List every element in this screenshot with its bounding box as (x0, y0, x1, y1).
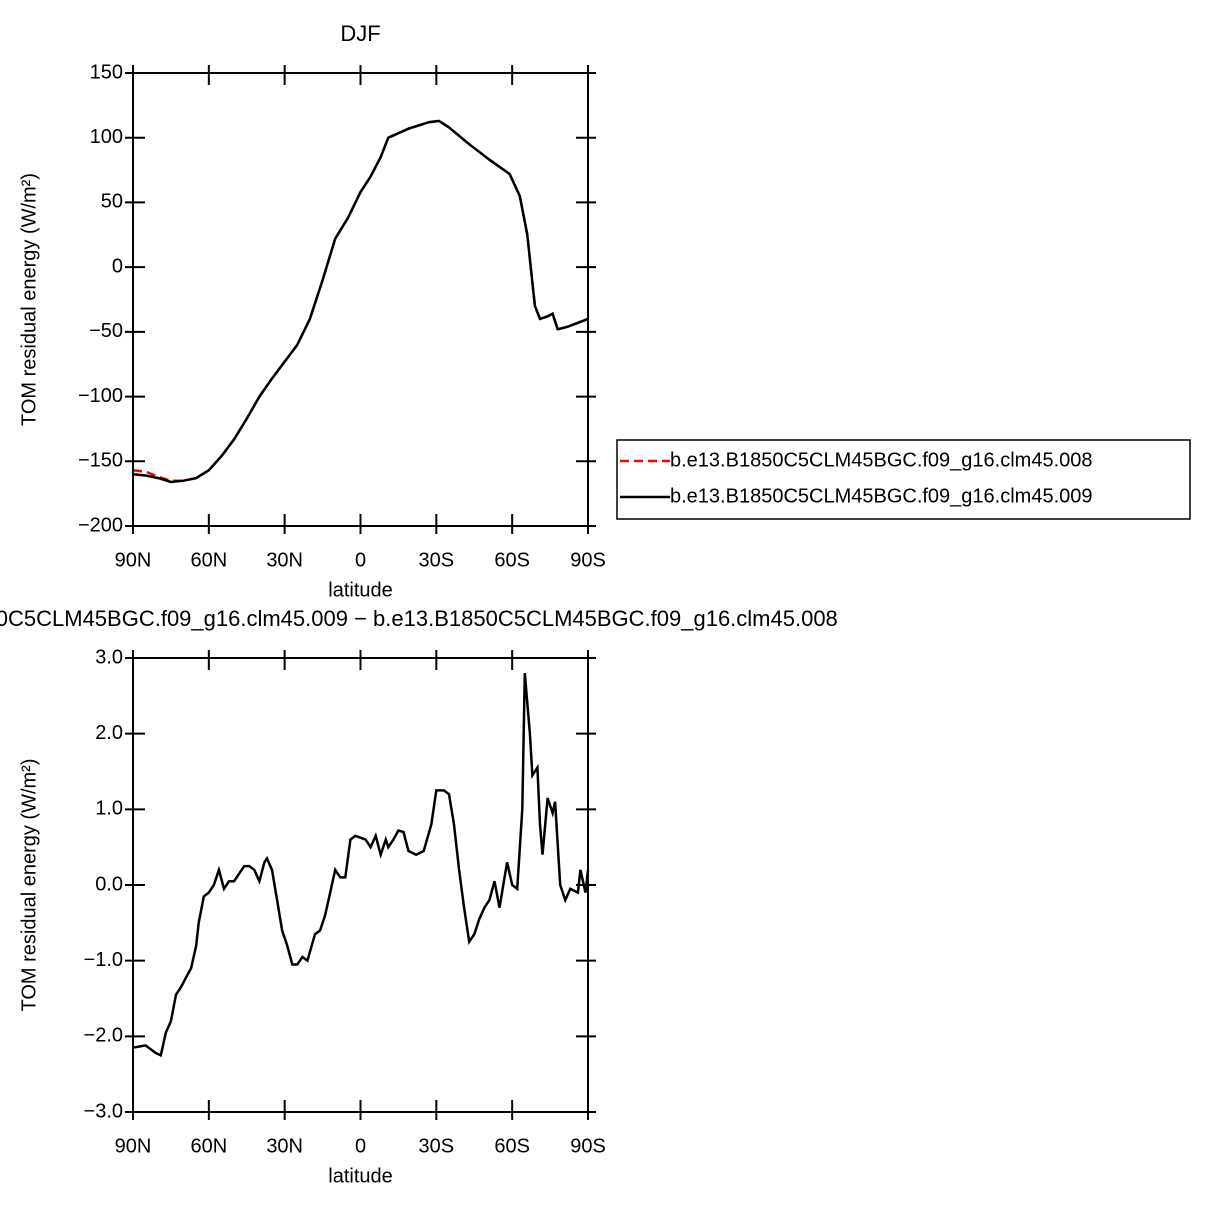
data-line (132, 119, 589, 482)
y-axis-label: TOM residual energy (W/m²) (18, 173, 40, 426)
x-tick-label: 60S (494, 549, 530, 571)
plot-frame (132, 72, 589, 527)
y-tick-label: 100 (90, 126, 123, 148)
y-tick-label: −3.0 (84, 1100, 123, 1122)
chart-title: b.e13.B1850C5CLM45BGC.f09_g16.clm45.009 … (0, 606, 838, 631)
y-tick-label: 0.0 (95, 873, 123, 895)
y-tick-label: 3.0 (95, 646, 123, 668)
y-tick-label: 50 (101, 191, 123, 213)
x-axis-label: latitude (328, 1165, 393, 1187)
x-axis-label: latitude (328, 579, 393, 601)
x-tick-label: 30S (419, 1135, 455, 1157)
x-tick-label: 0 (355, 549, 366, 571)
data-line (132, 119, 589, 484)
y-tick-label: 0 (112, 255, 123, 277)
y-tick-label: 150 (90, 61, 123, 83)
y-axis-label: TOM residual energy (W/m²) (18, 758, 40, 1011)
y-tick-label: −1.0 (84, 949, 123, 971)
x-tick-label: 30N (266, 1135, 303, 1157)
y-tick-label: −200 (78, 514, 123, 536)
x-tick-label: 90N (115, 1135, 152, 1157)
legend-box (616, 439, 1191, 520)
data-line (132, 672, 590, 1058)
y-tick-label: −150 (78, 450, 123, 472)
x-tick-label: 60N (190, 549, 227, 571)
y-tick-label: −50 (89, 320, 123, 342)
y-tick-label: −100 (78, 385, 123, 407)
x-tick-label: 30S (419, 549, 455, 571)
x-tick-label: 60N (190, 1135, 227, 1157)
y-tick-label: −2.0 (84, 1025, 123, 1047)
x-tick-label: 90N (115, 549, 152, 571)
plot-frame (132, 657, 589, 1113)
x-tick-label: 90S (570, 549, 606, 571)
x-tick-label: 30N (266, 549, 303, 571)
x-tick-label: 0 (355, 1135, 366, 1157)
legend-label: b.e13.B1850C5CLM45BGC.f09_g16.clm45.008 (670, 449, 1093, 471)
y-tick-label: 1.0 (95, 798, 123, 820)
x-tick-label: 90S (570, 1135, 606, 1157)
chart-title: DJF (340, 21, 380, 46)
x-tick-label: 60S (494, 1135, 530, 1157)
legend-label: b.e13.B1850C5CLM45BGC.f09_g16.clm45.009 (670, 485, 1093, 507)
y-tick-label: 2.0 (95, 722, 123, 744)
